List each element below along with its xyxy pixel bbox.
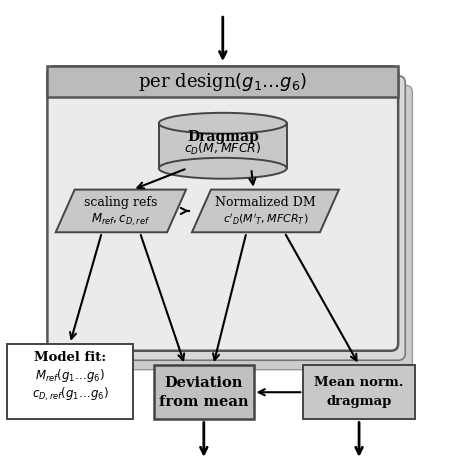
FancyBboxPatch shape — [47, 66, 398, 351]
Text: $M_{ref}(g_1\ldots g_6)$: $M_{ref}(g_1\ldots g_6)$ — [35, 367, 105, 384]
Text: $c'_D(M'_T, MFCR_T)$: $c'_D(M'_T, MFCR_T)$ — [223, 212, 308, 227]
Bar — [159, 123, 287, 168]
Text: Model fit:: Model fit: — [34, 351, 106, 365]
Text: per design$(g_1\ldots g_6)$: per design$(g_1\ldots g_6)$ — [138, 71, 307, 92]
Text: dragmap: dragmap — [327, 395, 392, 408]
FancyBboxPatch shape — [55, 76, 405, 360]
Polygon shape — [56, 190, 186, 232]
Text: scaling refs: scaling refs — [84, 196, 157, 209]
Polygon shape — [192, 190, 339, 232]
Bar — [303, 365, 415, 419]
Text: $c_{D,ref}(g_1\ldots g_6)$: $c_{D,ref}(g_1\ldots g_6)$ — [32, 386, 108, 403]
Text: Dragmap: Dragmap — [187, 130, 259, 145]
Text: $c_D(M, MFCR)$: $c_D(M, MFCR)$ — [184, 141, 261, 157]
Bar — [154, 365, 254, 419]
Text: Mean norm.: Mean norm. — [314, 376, 404, 389]
Text: Normalized DM: Normalized DM — [215, 196, 316, 209]
Text: Deviation: Deviation — [164, 376, 243, 390]
Bar — [7, 344, 133, 419]
Ellipse shape — [159, 113, 287, 134]
Bar — [47, 66, 398, 97]
Text: $M_{ref}, c_{D,ref}$: $M_{ref}, c_{D,ref}$ — [91, 211, 150, 228]
Text: from mean: from mean — [159, 395, 248, 409]
Ellipse shape — [159, 158, 287, 179]
FancyBboxPatch shape — [62, 85, 412, 370]
